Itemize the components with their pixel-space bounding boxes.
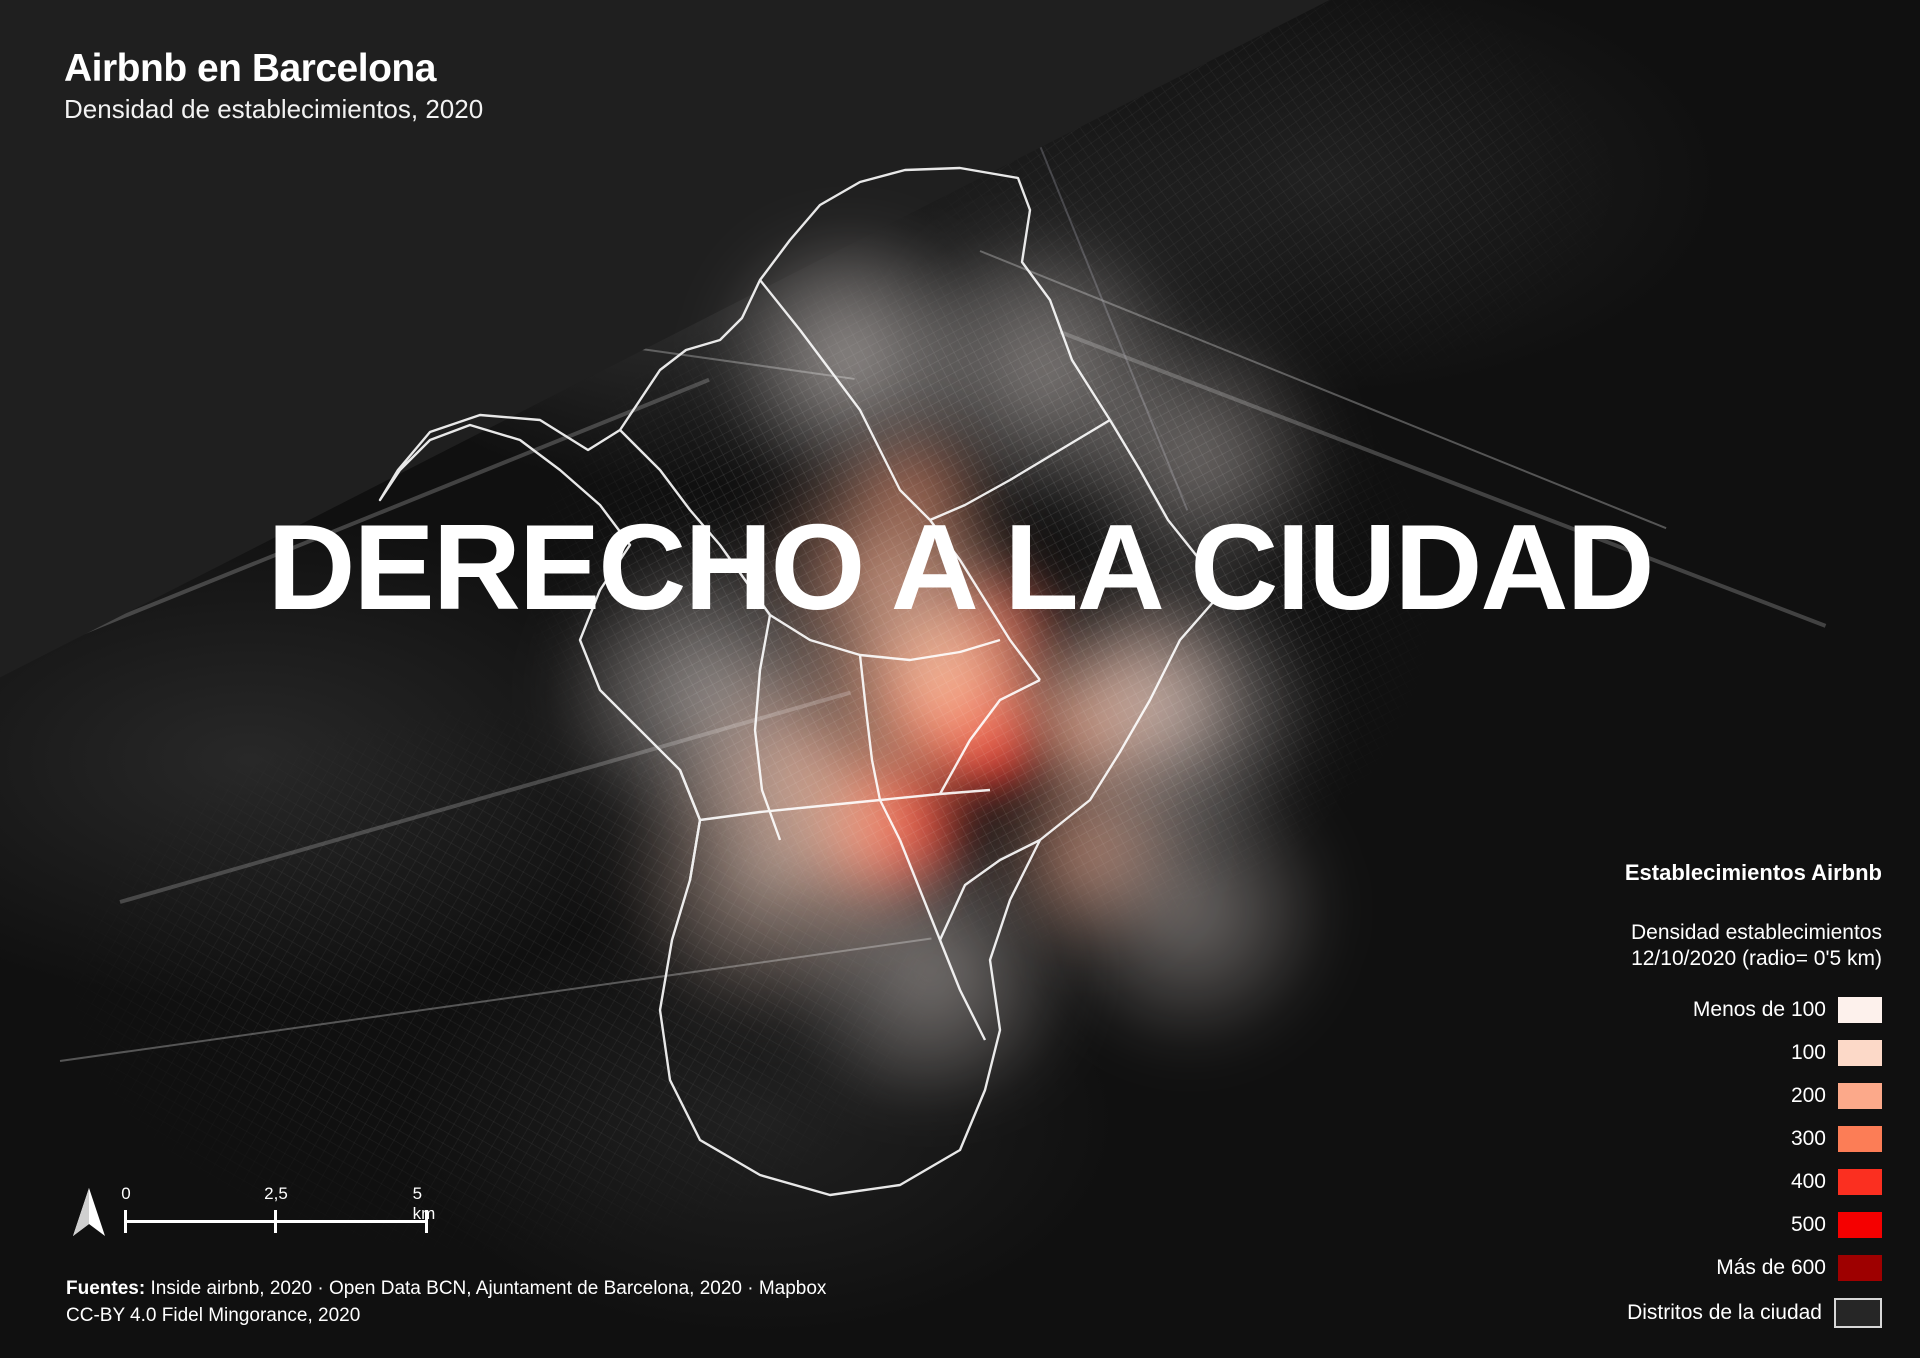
legend-item-label: 300 [1790, 1126, 1826, 1150]
scale-graphic: 0 2,5 5 km [121, 1184, 435, 1234]
heat-blob-core [940, 700, 1050, 800]
scale-tick [425, 1210, 428, 1233]
legend-swatch [1838, 1168, 1882, 1195]
legend-swatch [1838, 1125, 1882, 1152]
north-arrow-icon [73, 1188, 105, 1236]
legend-swatch [1838, 1254, 1882, 1281]
legend-item-label: Más de 600 [1716, 1255, 1826, 1279]
legend-swatch [1838, 1082, 1882, 1109]
legend-subtitle-line-1: Densidad establecimientos [1631, 921, 1882, 944]
legend-item-label: 500 [1790, 1212, 1826, 1236]
scale-tick [124, 1210, 127, 1233]
scale-label-0: 0 [121, 1184, 131, 1203]
legend-item-label: 400 [1790, 1169, 1826, 1193]
title-block: Airbnb en Barcelona Densidad de establec… [64, 48, 483, 124]
legend-subtitle: Densidad establecimientos 12/10/2020 (ra… [1552, 920, 1882, 973]
legend-row[interactable]: 100 [1552, 1039, 1882, 1066]
legend-row[interactable]: 500 [1552, 1211, 1882, 1238]
legend-subtitle-line-2: 12/10/2020 (radio= 0'5 km) [1631, 947, 1882, 971]
heat-blob [830, 410, 1000, 570]
legend-swatch [1838, 1039, 1882, 1066]
sources-line-2: CC-BY 4.0 Fidel Mingorance, 2020 [66, 1305, 361, 1327]
legend-items: Menos de 100 100 200 300 400 500 Más de 600 Dis… [1552, 996, 1882, 1328]
heat-blob [1050, 330, 1350, 590]
legend-item-label: Menos de 100 [1692, 997, 1826, 1021]
legend-title: Establecimientos Airbnb [1624, 860, 1882, 885]
legend-row[interactable]: 400 [1552, 1168, 1882, 1195]
page-title: Airbnb en Barcelona [64, 47, 436, 90]
legend-row[interactable]: 200 [1552, 1082, 1882, 1109]
scale-tick [274, 1210, 277, 1233]
legend-swatch-district-outline [1834, 1297, 1882, 1328]
legend-item-label: Distritos de la ciudad [1627, 1300, 1822, 1324]
sources-label: Fuentes: [66, 1277, 146, 1299]
legend-row[interactable]: 300 [1552, 1125, 1882, 1152]
sources-text: Inside airbnb, 2020 · Open Data BCN, Aju… [150, 1277, 827, 1299]
legend-swatch [1838, 1211, 1882, 1238]
scale-label-mid: 2,5 [264, 1184, 288, 1203]
legend-item-label: 100 [1790, 1040, 1826, 1064]
legend-item-label: 200 [1790, 1083, 1826, 1107]
headline-overlay: DERECHO A LA CIUDAD [267, 499, 1654, 635]
page-subtitle: Densidad de establecimientos, 2020 [64, 94, 484, 125]
legend-swatch [1838, 996, 1882, 1023]
sources-line-1: Fuentes: Inside airbnb, 2020 · Open Data… [66, 1275, 826, 1303]
legend-row[interactable]: Más de 600 [1552, 1254, 1882, 1281]
legend-panel: Establecimientos Airbnb Densidad estable… [1552, 860, 1882, 1345]
legend-row[interactable]: Menos de 100 [1552, 996, 1882, 1023]
sources-credits: Fuentes: Inside airbnb, 2020 · Open Data… [66, 1275, 826, 1330]
legend-row[interactable]: Distritos de la ciudad [1552, 1297, 1882, 1328]
scale-label-max: 5 km [412, 1184, 436, 1223]
